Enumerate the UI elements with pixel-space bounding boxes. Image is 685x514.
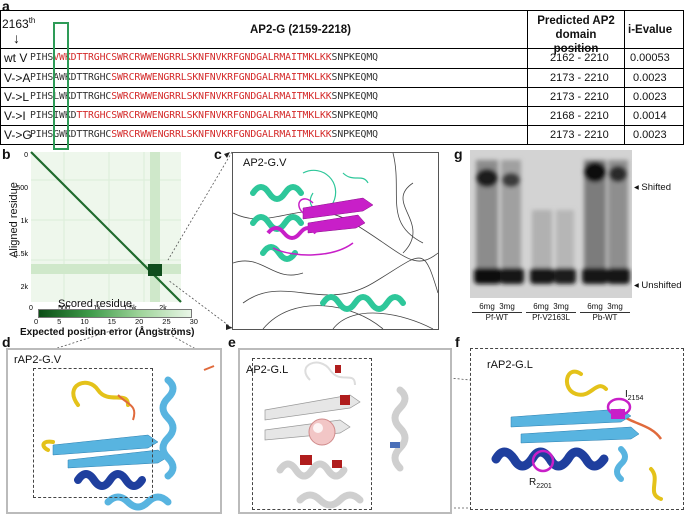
lane-group: 6mg 3mg Pf-WT xyxy=(472,302,522,322)
shifted-label: ◂ Shifted xyxy=(634,182,671,193)
row-evalue: 0.0023 xyxy=(633,72,667,84)
header-domain: Predicted AP2 domain position xyxy=(537,15,615,55)
heatmap-xlabel: Scored residue xyxy=(58,298,132,310)
zoom-box xyxy=(33,368,153,498)
table-row: V->A PIHSAWKDTTRGHCSWRCRWWENGRRLSKNFNVKR… xyxy=(0,68,684,88)
sequence-table: AP2-G (2159-2218) Predicted AP2 domain p… xyxy=(0,10,684,150)
x-tick: 1.5k xyxy=(123,305,137,312)
row-domain: 2168 - 2210 xyxy=(550,110,609,122)
row-evalue: 0.0023 xyxy=(633,91,667,103)
row-evalue: 0.0023 xyxy=(633,129,667,141)
panel-label-b: b xyxy=(2,146,11,162)
pae-heatmap: 0 500 1k 1.5k 2k 0 500 1k 1.5k 2k xyxy=(15,151,182,312)
panel-label-d: d xyxy=(2,334,11,350)
row-domain: 2173 - 2210 xyxy=(550,91,609,103)
unshifted-label: ◂ Unshifted xyxy=(634,280,682,291)
lane-group: 6mg 3mg Pb-WT xyxy=(580,302,630,322)
structure-c-title: AP2-G.V xyxy=(243,157,287,169)
colorbar-ticks: 0 5 10 15 20 25 30 xyxy=(34,317,198,326)
header-sequence: AP2-G (2159-2218) xyxy=(250,24,351,36)
zoom-box xyxy=(252,358,372,510)
row-evalue: 0.0014 xyxy=(633,110,667,122)
row-domain: 2162 - 2210 xyxy=(550,52,609,64)
table-row: V->G PIHSGWKDTTRGHCSWRCRWWENGRRLSKNFNVKR… xyxy=(0,125,684,145)
x-tick: 0 xyxy=(29,305,33,312)
header-evalue: i-Evalue xyxy=(628,24,673,36)
mutation-column-highlight xyxy=(53,22,69,150)
row-evalue: 0.00053 xyxy=(630,52,670,64)
y-tick: 0 xyxy=(24,152,28,159)
row-label: V->I xyxy=(4,109,26,123)
y-tick: 1.5k xyxy=(15,251,29,258)
panel-label-e: e xyxy=(228,334,236,350)
table-row: V->L PIHSLWKDTTRGHCSWRCRWWENGRRLSKNFNVKR… xyxy=(0,87,684,107)
x-tick: 1k xyxy=(93,305,101,312)
x-tick: 2k xyxy=(159,305,167,312)
row-label: V->L xyxy=(4,90,30,104)
table-row: V->I PIHSIWKDTTRGHCSWRCRWWENGRRLSKNFNVKR… xyxy=(0,106,684,126)
table-row: wt V PIHSVWKDTTRGHCSWRCRWWENGRRLSKNFNVKR… xyxy=(0,48,684,68)
residue-label-i2154: I2154 xyxy=(625,389,644,402)
row-domain: 2173 - 2210 xyxy=(550,72,609,84)
colorbar xyxy=(38,309,192,318)
row-sequence: PIHSIWKDTTRGHCSWRCRWWENGRRLSKNFNVKRFGNDG… xyxy=(30,110,378,121)
panel-label-g: g xyxy=(454,146,463,162)
row-label: V->A xyxy=(4,71,31,85)
emsa-gel xyxy=(470,150,632,298)
lane-group: 6mg 3mg Pf-V2163L xyxy=(526,302,576,322)
row-label: V->G xyxy=(4,128,32,142)
row-sequence: PIHSAWKDTTRGHCSWRCRWWENGRRLSKNFNVKRFGNDG… xyxy=(30,72,378,83)
row-sequence: PIHSGWKDTTRGHCSWRCRWWENGRRLSKNFNVKRFGNDG… xyxy=(30,129,378,140)
structure-e-title: AP2-G.L xyxy=(246,364,289,376)
structure-d: rAP2-G.V xyxy=(6,348,222,514)
structure-d-title: rAP2-G.V xyxy=(14,354,62,366)
structure-f: rAP2-G.L I2154 R2201 xyxy=(470,348,684,510)
panel-label-c: c xyxy=(214,146,222,162)
position-arrow: ↓ xyxy=(13,30,20,46)
y-tick: 1k xyxy=(21,218,29,225)
structure-c: AP2-G.V xyxy=(232,152,439,330)
y-tick: 2k xyxy=(21,284,29,291)
structure-e: AP2-G.L xyxy=(238,348,452,514)
row-domain: 2173 - 2210 xyxy=(550,129,609,141)
row-sequence: PIHSLWKDTTRGHCSWRCRWWENGRRLSKNFNVKRFGNDG… xyxy=(30,91,378,102)
panel-label-f: f xyxy=(455,334,460,350)
structure-f-title: rAP2-G.L xyxy=(487,359,533,371)
panel-label-a: a xyxy=(2,0,10,14)
position-marker: 2163th xyxy=(2,16,36,31)
x-tick: 500 xyxy=(58,305,70,312)
row-label: wt V xyxy=(4,51,28,65)
residue-label-r2201: R2201 xyxy=(529,477,552,490)
row-sequence: PIHSVWKDTTRGHCSWRCRWWENGRRLSKNFNVKRFGNDG… xyxy=(30,52,378,63)
y-tick: 500 xyxy=(16,185,28,192)
